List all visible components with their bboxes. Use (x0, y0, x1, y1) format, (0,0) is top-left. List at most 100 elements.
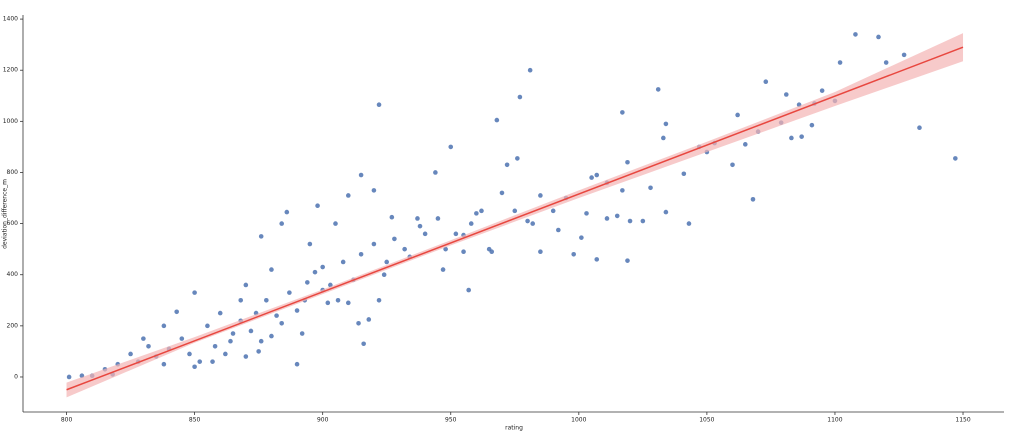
point (655, 87, 661, 92)
point (248, 328, 254, 334)
point (274, 313, 279, 318)
point (358, 172, 364, 178)
point (681, 171, 687, 177)
point (625, 258, 630, 263)
point (809, 122, 815, 128)
point (294, 361, 300, 367)
point (468, 221, 474, 226)
point (320, 264, 325, 270)
point (415, 216, 420, 221)
point (499, 190, 505, 196)
point (356, 320, 361, 326)
point (345, 300, 351, 306)
point (192, 364, 197, 370)
point (789, 135, 794, 141)
point (435, 216, 441, 221)
point (389, 214, 395, 220)
point (620, 188, 625, 193)
point (284, 209, 290, 215)
point (530, 221, 536, 226)
point (279, 221, 284, 226)
point (474, 211, 479, 216)
point (917, 125, 922, 131)
point (376, 297, 382, 303)
point (556, 227, 561, 233)
point (392, 236, 397, 242)
point (515, 156, 520, 161)
point (230, 331, 236, 336)
point (223, 351, 228, 357)
point (366, 317, 372, 322)
point (614, 213, 620, 219)
point (422, 231, 428, 237)
x-axis-label: rating (505, 425, 523, 432)
point (579, 235, 584, 240)
point (371, 188, 377, 193)
point (345, 193, 351, 198)
point (625, 159, 630, 165)
point (417, 223, 423, 229)
point (335, 297, 341, 303)
point (269, 333, 274, 339)
point (479, 208, 484, 214)
x-tick-label: 1050 (699, 417, 714, 424)
point (294, 308, 300, 313)
point (212, 344, 218, 349)
point (66, 374, 72, 380)
point (217, 310, 223, 316)
point (743, 142, 748, 147)
point (179, 336, 185, 341)
point (750, 197, 756, 202)
point (210, 359, 215, 364)
point (517, 94, 523, 100)
point (461, 249, 466, 255)
point (299, 331, 305, 336)
point (187, 351, 192, 357)
point (620, 110, 625, 115)
point (258, 338, 264, 344)
point (340, 259, 346, 265)
point (853, 32, 858, 37)
point (371, 241, 377, 247)
point (527, 67, 533, 73)
x-tick-label: 1150 (955, 417, 970, 424)
point (661, 135, 666, 141)
point (640, 218, 646, 224)
point (648, 185, 653, 191)
point (205, 323, 210, 329)
point (489, 249, 495, 255)
point (402, 246, 407, 252)
point (538, 193, 543, 198)
point (264, 297, 269, 303)
y-axis-label: deviation_difference_m (2, 179, 9, 249)
point (512, 208, 518, 214)
point (504, 162, 510, 168)
point (686, 221, 692, 226)
point (141, 336, 146, 341)
point (443, 246, 448, 252)
point (128, 351, 133, 357)
point (901, 52, 907, 58)
point (358, 251, 364, 257)
point (161, 361, 167, 367)
y-tick-label: 1200 (3, 67, 18, 74)
point (315, 203, 320, 209)
confidence-band (66, 33, 964, 398)
y-tick-label: 600 (7, 220, 19, 227)
x-tick-label: 950 (445, 417, 457, 424)
point (279, 320, 284, 326)
point (584, 211, 589, 216)
point (594, 172, 600, 178)
point (305, 280, 310, 285)
point (594, 257, 600, 262)
point (258, 234, 264, 239)
point (735, 112, 740, 118)
point (663, 121, 669, 127)
y-tick-label: 0 (14, 373, 18, 380)
point (876, 34, 881, 40)
point (571, 251, 576, 257)
point (453, 231, 459, 237)
point (799, 134, 804, 139)
point (433, 170, 438, 175)
